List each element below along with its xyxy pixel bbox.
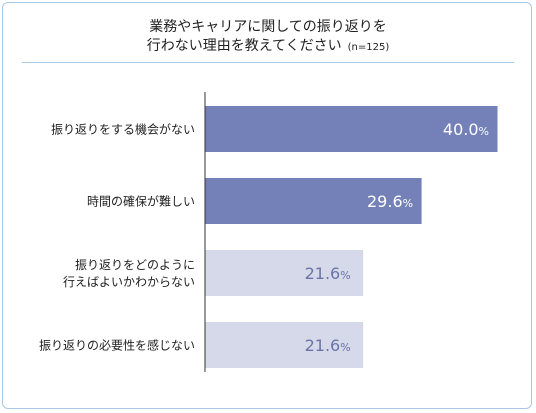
value-number-3: 21.6: [305, 264, 341, 283]
value-percent-1: %: [479, 125, 489, 138]
bar-4: [205, 322, 364, 368]
bar-2: [205, 178, 422, 224]
category-label-3-line-1: 振り返りをどのように: [75, 258, 195, 272]
title-divider: [22, 62, 514, 63]
value-number-4: 21.6: [305, 336, 341, 355]
value-label-2: 29.6%: [367, 192, 413, 211]
category-label-1: 振り返りをする機会がない: [51, 122, 195, 137]
value-label-1: 40.0%: [443, 120, 489, 139]
title-line-2: 行わない理由を教えてください: [146, 38, 342, 54]
category-label-2: 時間の確保が難しい: [87, 194, 195, 209]
bar-1: [205, 106, 498, 152]
value-percent-3: %: [340, 269, 350, 282]
value-number-1: 40.0: [443, 120, 479, 139]
title-line-1: 業務やキャリアに関しての振り返りを: [149, 19, 387, 35]
value-percent-4: %: [340, 341, 350, 354]
value-percent-2: %: [403, 197, 413, 210]
category-label-4: 振り返りの必要性を感じない: [39, 338, 195, 353]
chart-title: 業務やキャリアに関しての振り返りを 行わない理由を教えてください (n=125): [0, 18, 536, 57]
title-line-2-wrapper: 行わない理由を教えてください (n=125): [0, 37, 536, 57]
value-number-2: 29.6: [367, 192, 403, 211]
category-label-3-line-2: 行えばよいかわからない: [63, 275, 195, 289]
bar-3: [205, 250, 364, 296]
value-label-4: 21.6%: [305, 336, 351, 355]
sample-size: (n=125): [347, 42, 390, 53]
value-label-3: 21.6%: [305, 264, 351, 283]
